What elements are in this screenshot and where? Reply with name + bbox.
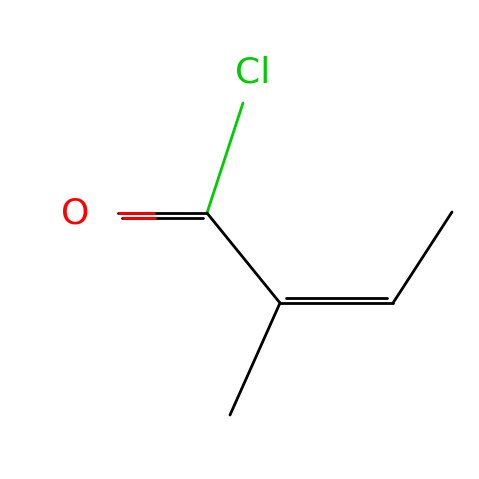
Text: O: O (61, 196, 89, 230)
Text: Cl: Cl (235, 55, 271, 89)
